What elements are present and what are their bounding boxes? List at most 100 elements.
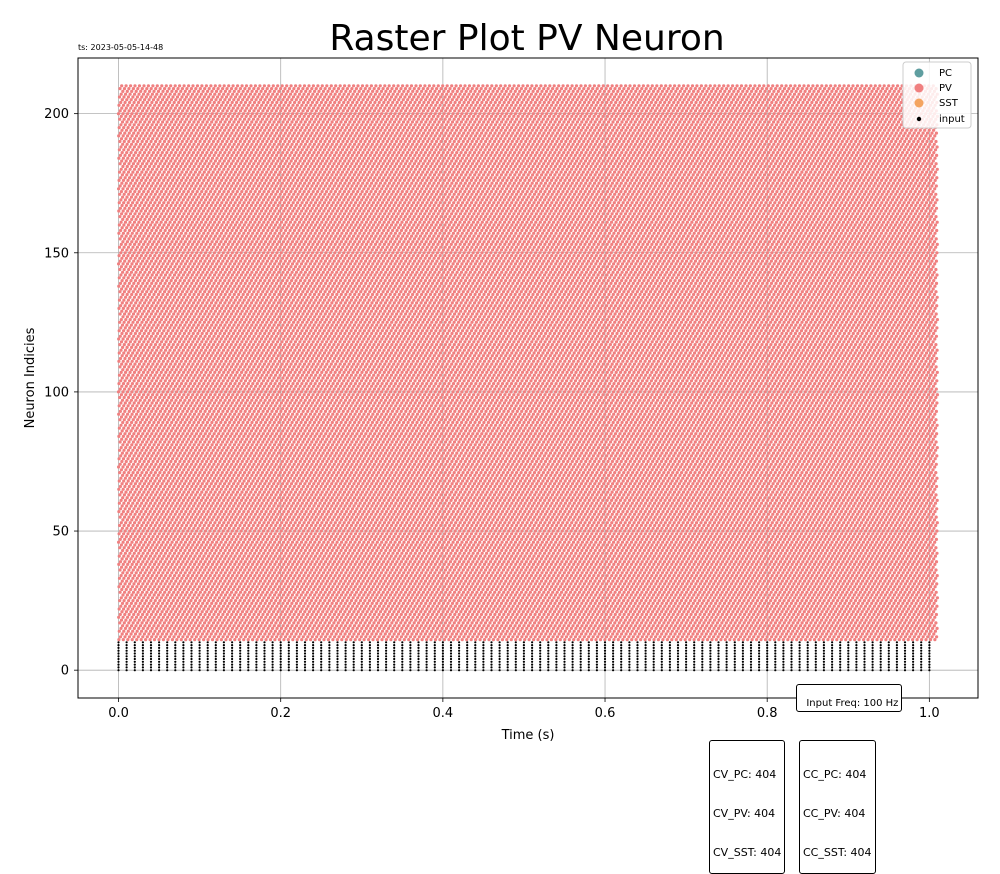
pv-spike-point xyxy=(366,610,369,613)
pv-spike-point xyxy=(717,635,720,638)
input-spike-point xyxy=(166,655,168,657)
pv-spike-point xyxy=(317,602,320,605)
pv-spike-point xyxy=(903,630,906,633)
pv-spike-point xyxy=(598,602,601,605)
pv-spike-point xyxy=(203,621,206,624)
pv-spike-point xyxy=(614,613,617,616)
input-spike-point xyxy=(288,644,290,646)
pv-spike-point xyxy=(647,602,650,605)
pv-spike-point xyxy=(640,621,643,624)
pv-spike-point xyxy=(157,602,160,605)
pv-spike-point xyxy=(790,632,793,635)
pv-spike-point xyxy=(599,630,602,633)
input-spike-point xyxy=(474,644,476,646)
pv-spike-point xyxy=(466,630,469,633)
pv-spike-point xyxy=(769,630,772,633)
pv-spike-point xyxy=(199,635,202,638)
pv-spike-point xyxy=(269,607,272,610)
input-spike-point xyxy=(442,658,444,660)
pv-spike-point xyxy=(369,596,372,599)
pv-spike-point xyxy=(926,613,929,616)
pv-spike-point xyxy=(279,599,282,602)
pv-spike-point xyxy=(135,638,138,641)
pv-spike-point xyxy=(429,638,432,641)
pv-spike-point xyxy=(343,610,346,613)
input-spike-point xyxy=(539,666,541,668)
pv-spike-point xyxy=(322,616,325,619)
input-spike-point xyxy=(572,644,574,646)
pv-spike-point xyxy=(841,621,844,624)
pv-spike-point xyxy=(248,591,251,594)
pv-spike-point xyxy=(181,599,184,602)
pv-spike-point xyxy=(889,630,892,633)
input-spike-point xyxy=(701,658,703,660)
pv-spike-point xyxy=(529,635,532,638)
pv-spike-point xyxy=(317,624,320,627)
pv-spike-point xyxy=(712,605,715,608)
pv-spike-point xyxy=(492,630,495,633)
pv-spike-point xyxy=(519,630,522,633)
pv-spike-point xyxy=(647,632,650,635)
input-spike-point xyxy=(458,664,460,666)
input-spike-point xyxy=(361,650,363,652)
pv-spike-point xyxy=(699,582,702,585)
input-spike-point xyxy=(563,650,565,652)
pv-spike-point xyxy=(450,619,453,622)
pv-spike-point xyxy=(522,588,525,591)
input-spike-point xyxy=(531,641,533,643)
pv-spike-point xyxy=(149,621,152,624)
input-spike-point xyxy=(920,641,922,643)
input-spike-point xyxy=(474,647,476,649)
pv-spike-point xyxy=(526,619,529,622)
pv-spike-point xyxy=(175,638,178,641)
pv-spike-point xyxy=(407,593,410,596)
input-spike-point xyxy=(653,641,655,643)
pv-spike-point xyxy=(228,624,231,627)
input-spike-point xyxy=(328,666,330,668)
pv-spike-point xyxy=(702,630,705,633)
input-spike-point xyxy=(661,666,663,668)
pv-spike-point xyxy=(676,635,679,638)
input-spike-point xyxy=(896,664,898,666)
input-spike-point xyxy=(807,666,809,668)
pv-spike-point xyxy=(443,585,446,588)
input-spike-point xyxy=(312,658,314,660)
input-spike-point xyxy=(572,658,574,660)
pv-spike-point xyxy=(438,624,441,627)
input-spike-point xyxy=(320,664,322,666)
pv-spike-point xyxy=(570,605,573,608)
pv-spike-point xyxy=(431,605,434,608)
pv-spike-point xyxy=(620,588,623,591)
pv-spike-point xyxy=(522,632,525,635)
input-spike-point xyxy=(653,664,655,666)
pv-spike-point xyxy=(809,621,812,624)
pv-spike-point xyxy=(303,610,306,613)
input-spike-point xyxy=(523,644,525,646)
input-spike-point xyxy=(126,669,128,671)
pv-spike-point xyxy=(449,582,452,585)
pv-spike-point xyxy=(505,624,508,627)
pv-spike-point xyxy=(879,610,882,613)
pv-spike-point xyxy=(368,599,371,602)
input-spike-point xyxy=(726,650,728,652)
pv-spike-point xyxy=(241,588,244,591)
input-spike-point xyxy=(361,664,363,666)
pv-spike-point xyxy=(759,624,762,627)
input-spike-point xyxy=(328,655,330,657)
pv-spike-point xyxy=(271,596,274,599)
pv-spike-point xyxy=(480,582,483,585)
pv-spike-point xyxy=(467,627,470,630)
pv-spike-point xyxy=(454,605,457,608)
pv-spike-point xyxy=(242,585,245,588)
input-spike-point xyxy=(588,652,590,654)
input-spike-point xyxy=(823,641,825,643)
pv-spike-point xyxy=(472,596,475,599)
pv-spike-point xyxy=(151,596,154,599)
pv-spike-point xyxy=(579,619,582,622)
pv-spike-point xyxy=(728,593,731,596)
pv-spike-point xyxy=(645,591,648,594)
pv-spike-point xyxy=(474,585,477,588)
pv-spike-point xyxy=(118,599,121,602)
pv-spike-point xyxy=(644,638,647,641)
pv-spike-point xyxy=(421,599,424,602)
